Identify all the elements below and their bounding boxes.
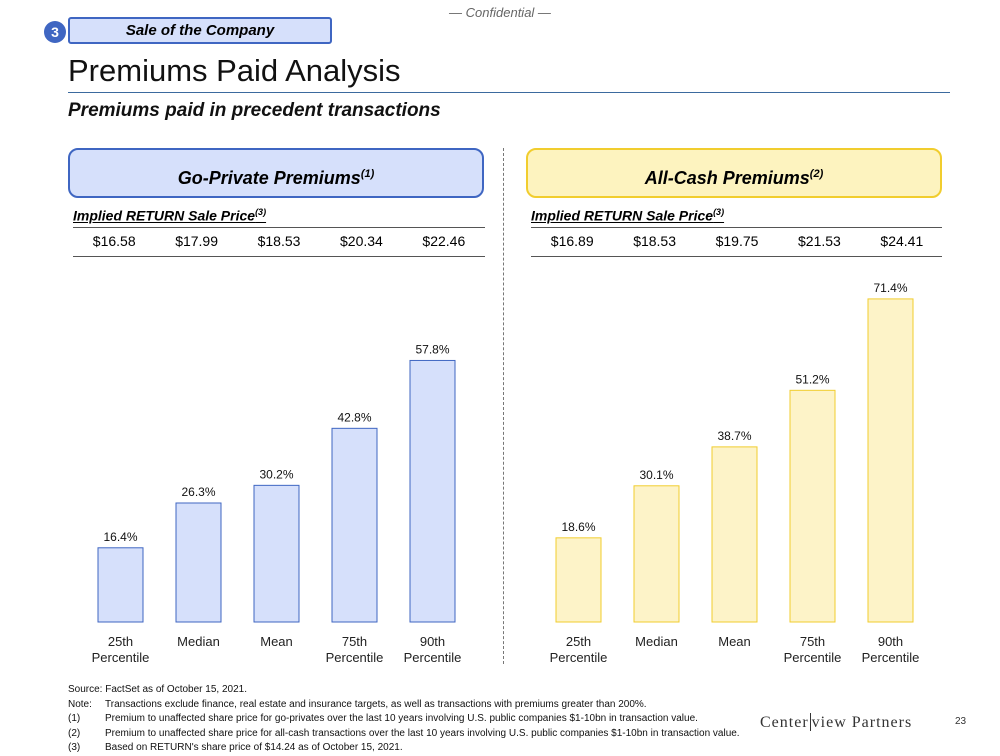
category-label: 90th: [420, 634, 445, 649]
implied-price: $18.53: [633, 233, 677, 249]
category-label: 90th: [878, 634, 903, 649]
footnote-label: (2): [68, 727, 81, 739]
bar: [331, 427, 378, 623]
go-private-price-row: $16.58 $17.99 $18.53 $20.34 $22.46: [73, 233, 485, 249]
category-label: 75th: [800, 634, 825, 649]
category-label: Percentile: [326, 650, 384, 665]
footnote-label: (3): [68, 742, 81, 753]
category-label: 25th: [566, 634, 591, 649]
go-private-panel-header: Go-Private Premiums(1): [68, 148, 484, 198]
price-row-bottom-rule: [531, 256, 942, 257]
implied-label-note: (3): [255, 207, 267, 217]
go-private-heading-note: (1): [360, 168, 375, 180]
all-cash-panel-header: All-Cash Premiums(2): [526, 148, 942, 198]
category-label: Median: [177, 634, 220, 649]
implied-price: $22.46: [422, 233, 466, 249]
data-label: 26.3%: [181, 485, 215, 499]
bar: [409, 359, 456, 623]
panel-divider: [503, 148, 504, 664]
implied-price: $17.99: [175, 233, 219, 249]
implied-price: $19.75: [715, 233, 759, 249]
logo-text-right: view Partners: [811, 714, 913, 731]
footnote-text: Transactions exclude finance, real estat…: [105, 698, 647, 710]
data-label: 30.2%: [259, 467, 293, 481]
category-label: 75th: [342, 634, 367, 649]
implied-price: $20.34: [340, 233, 383, 249]
all-cash-implied-label: Implied RETURN Sale Price(3): [531, 207, 724, 224]
implied-price: $18.53: [257, 233, 301, 249]
page-subtitle: Premiums paid in precedent transactions: [68, 100, 441, 121]
data-label: 30.1%: [639, 468, 673, 482]
category-label: Percentile: [404, 650, 462, 665]
price-row-bottom-rule: [73, 256, 485, 257]
all-cash-premiums-chart: 18.6%25thPercentile30.1%Median38.7%Mean5…: [550, 281, 920, 665]
section-number-badge: 3: [44, 21, 66, 43]
category-label: Mean: [718, 634, 751, 649]
footnote-note: Note: Transactions exclude finance, real…: [68, 698, 740, 713]
implied-price: $24.41: [880, 233, 924, 249]
footnote-label: Note:: [68, 698, 92, 710]
all-cash-heading-note: (2): [809, 168, 824, 180]
footnote-text: Premium to unaffected share price for al…: [105, 727, 740, 739]
implied-price: $16.89: [550, 233, 594, 249]
footnote-item: (2) Premium to unaffected share price fo…: [68, 727, 740, 742]
implied-label-text: Implied RETURN Sale Price: [531, 207, 714, 224]
title-divider: [68, 92, 950, 93]
bar: [711, 446, 758, 623]
implied-price: $21.53: [798, 233, 841, 249]
category-label: Percentile: [862, 650, 920, 665]
centerview-logo: Center view Partners: [760, 713, 912, 732]
data-label: 38.7%: [717, 429, 751, 443]
implied-label-note: (3): [713, 207, 725, 217]
footnotes: Source: FactSet as of October 15, 2021. …: [68, 683, 740, 756]
go-private-implied-label: Implied RETURN Sale Price(3): [73, 207, 266, 224]
footnote-label: (1): [68, 713, 81, 724]
logo-divider: [809, 713, 811, 731]
all-cash-price-row: $16.89 $18.53 $19.75 $21.53 $24.41: [531, 233, 943, 249]
page-number: 23: [955, 716, 967, 727]
confidential-label: — Confidential —: [449, 5, 551, 20]
category-label: 25th: [108, 634, 133, 649]
price-row-top-rule: [531, 227, 942, 228]
data-label: 16.4%: [103, 530, 137, 544]
section-label: Sale of the Company: [68, 17, 332, 44]
page-title: Premiums Paid Analysis: [68, 53, 401, 88]
data-label: 42.8%: [337, 410, 371, 424]
footnote-text: Premium to unaffected share price for go…: [105, 713, 698, 724]
data-label: 57.8%: [415, 342, 449, 356]
data-label: 18.6%: [561, 520, 595, 534]
go-private-premiums-chart: 16.4%25thPercentile26.3%Median30.2%Mean4…: [92, 342, 462, 665]
implied-label-text: Implied RETURN Sale Price: [73, 207, 256, 224]
category-label: Percentile: [784, 650, 842, 665]
bar: [253, 484, 300, 623]
category-label: Mean: [260, 634, 293, 649]
bar: [175, 502, 222, 623]
footnote-text: Based on RETURN's share price of $14.24 …: [105, 742, 403, 753]
category-label: Percentile: [550, 650, 608, 665]
bar: [555, 537, 602, 623]
price-row-top-rule: [73, 227, 485, 228]
bar: [633, 485, 680, 623]
category-label: Percentile: [92, 650, 150, 665]
go-private-heading: Go-Private Premiums: [177, 168, 361, 188]
data-label: 51.2%: [795, 372, 829, 386]
bar: [789, 389, 836, 623]
category-label: Median: [635, 634, 678, 649]
data-label: 71.4%: [873, 281, 907, 295]
logo-text-left: Center: [760, 714, 809, 731]
footnote-item: (3) Based on RETURN's share price of $14…: [68, 741, 740, 756]
implied-price: $16.58: [92, 233, 136, 249]
bar: [97, 547, 144, 623]
bar: [867, 298, 914, 623]
all-cash-heading: All-Cash Premiums: [644, 168, 810, 188]
footnote-item: (1) Premium to unaffected share price fo…: [68, 712, 740, 727]
footnote-source: Source: FactSet as of October 15, 2021.: [68, 684, 247, 695]
